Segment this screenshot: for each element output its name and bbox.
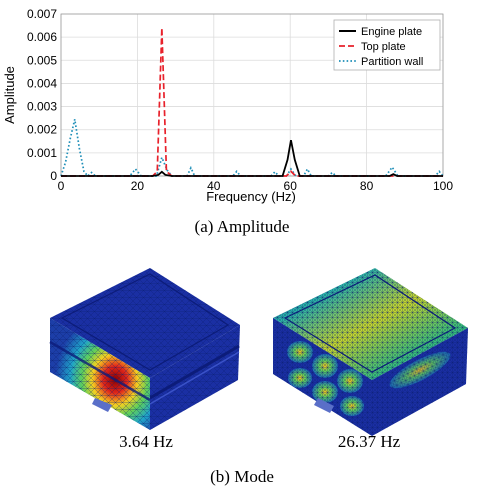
series-layer [60,27,444,178]
y-tick-label: 0.005 [27,53,57,67]
x-tick-label: 80 [360,179,374,193]
y-tick-label: 0.003 [27,100,57,114]
series-line-engine-plate [61,139,443,177]
y-tick-label: 0.007 [27,7,57,21]
y-tick-label: 0.006 [27,30,57,44]
x-tick-label: 100 [433,179,453,193]
x-tick-label: 40 [207,179,221,193]
y-tick-label: 0.004 [27,76,57,90]
legend: Engine plate Top plate Partition wall [333,19,441,71]
y-tick-label: 0 [50,169,57,183]
legend-label: Partition wall [361,56,423,68]
x-axis-label: Frequency (Hz) [206,189,296,204]
legend-label: Top plate [361,41,406,53]
mode-shape-right [273,268,468,436]
x-tick-label: 60 [284,179,298,193]
x-tick-labels: 0 20 40 60 80 100 [58,179,454,193]
y-axis-label: Amplitude [2,66,17,124]
y-tick-label: 0.001 [27,146,57,160]
series-line-top-plate [61,27,443,177]
caption-mode: (b) Mode [210,467,274,486]
caption-amplitude: (a) Amplitude [195,217,290,236]
mode-shape-left [49,268,240,430]
legend-label: Engine plate [361,26,422,38]
series-line-partition-wall [60,119,444,178]
caption-mode-left: 3.64 Hz [119,432,173,451]
y-tick-labels: 0 0.001 0.002 0.003 0.004 0.005 0.006 0.007 [27,7,57,183]
y-tick-label: 0.002 [27,123,57,137]
amplitude-chart: 0 20 40 60 80 100 00.0010.0020.0030.0040.0050… [2,7,453,204]
x-tick-label: 20 [131,179,145,193]
x-tick-label: 0 [58,179,65,193]
caption-mode-right: 26.37 Hz [338,432,401,451]
